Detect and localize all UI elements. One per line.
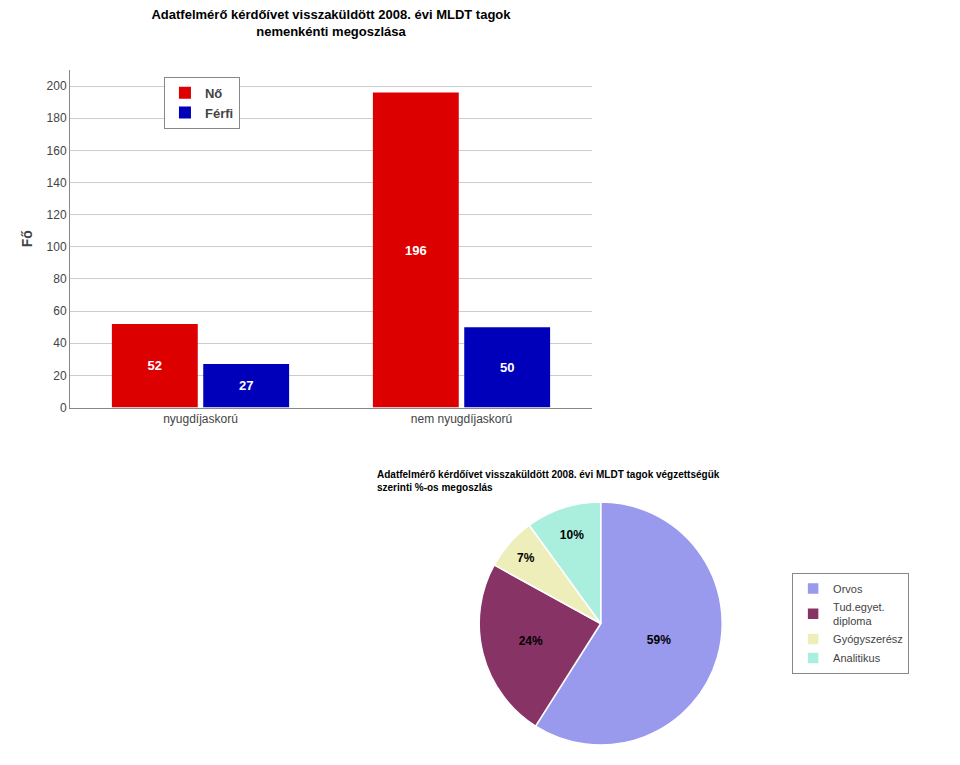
svg-text:20: 20 — [53, 369, 67, 383]
svg-text:0: 0 — [60, 401, 67, 415]
svg-text:Adatfelmérő kérdőívet visszakü: Adatfelmérő kérdőívet visszaküldött 2008… — [377, 469, 720, 493]
svg-text:Tud.egyet.diploma: Tud.egyet.diploma — [833, 601, 885, 627]
svg-text:27: 27 — [239, 378, 253, 393]
svg-text:10%: 10% — [560, 528, 584, 542]
svg-text:180: 180 — [47, 111, 67, 125]
svg-text:nyugdíjaskorú: nyugdíjaskorú — [163, 412, 238, 426]
svg-text:Adatfelmérő kérdőívet visszakü: Adatfelmérő kérdőívet visszaküldött 2008… — [151, 7, 511, 39]
svg-text:50: 50 — [500, 360, 514, 375]
svg-text:160: 160 — [47, 144, 67, 158]
svg-text:nem nyugdíjaskorú: nem nyugdíjaskorú — [411, 412, 512, 426]
svg-text:Férfi: Férfi — [205, 106, 233, 121]
svg-text:Fő: Fő — [19, 230, 35, 247]
svg-text:7%: 7% — [517, 551, 535, 565]
svg-text:60: 60 — [53, 304, 67, 318]
svg-text:40: 40 — [53, 336, 67, 350]
svg-text:Nő: Nő — [205, 86, 222, 101]
svg-text:59%: 59% — [647, 633, 671, 647]
svg-text:100: 100 — [47, 240, 67, 254]
svg-text:80: 80 — [53, 272, 67, 286]
svg-text:200: 200 — [47, 79, 67, 93]
svg-text:Orvos: Orvos — [833, 583, 863, 595]
svg-text:52: 52 — [148, 358, 162, 373]
svg-text:Gyógyszerész: Gyógyszerész — [833, 633, 903, 645]
svg-text:24%: 24% — [519, 634, 543, 648]
svg-text:196: 196 — [405, 243, 427, 258]
svg-text:Analitikus: Analitikus — [833, 652, 881, 664]
svg-text:120: 120 — [47, 208, 67, 222]
svg-text:140: 140 — [47, 176, 67, 190]
